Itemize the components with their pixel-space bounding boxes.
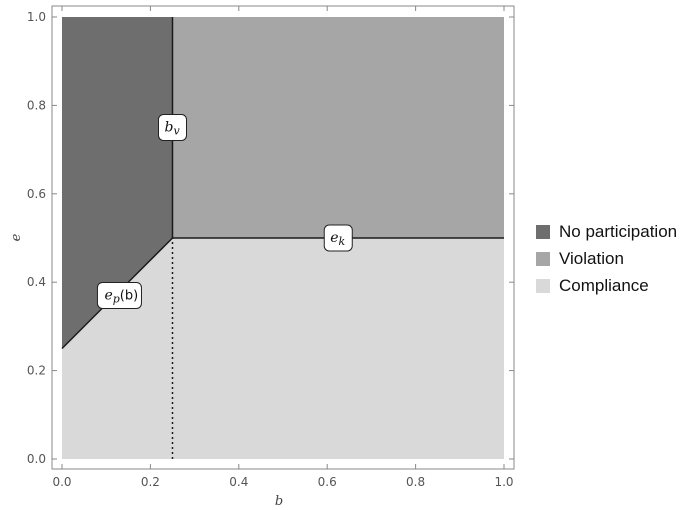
legend-label-compliance: Compliance — [559, 275, 649, 295]
legend-swatch-no-participation — [536, 224, 550, 239]
x-tick-label-5: 1.0 — [494, 475, 513, 489]
x-tick-label-1: 0.2 — [141, 475, 160, 489]
x-tick-label-0: 0.0 — [52, 475, 71, 489]
y-tick-label-0: 0.0 — [27, 452, 46, 466]
legend-item-compliance: Compliance — [536, 272, 677, 299]
legend-swatch-compliance — [536, 278, 550, 293]
y-axis-label: e — [9, 233, 24, 241]
label-text-e-k: ek — [330, 230, 345, 248]
legend-item-no-participation: No participation — [536, 218, 677, 245]
legend-label-violation: Violation — [559, 248, 624, 268]
label-box-e-p-b — [96, 281, 142, 309]
legend: No participation Violation Compliance — [536, 218, 677, 299]
label-box-b-v — [158, 114, 187, 141]
y-tick-label-5: 1.0 — [27, 10, 46, 24]
label-box-e-k — [323, 224, 353, 252]
x-axis-label: b — [275, 494, 283, 509]
x-tick-label-3: 0.6 — [318, 475, 337, 489]
legend-item-violation: Violation — [536, 245, 677, 272]
y-tick-label-3: 0.6 — [27, 187, 46, 201]
legend-label-no-participation: No participation — [559, 221, 678, 241]
label-text-b-v: bv — [165, 120, 181, 138]
label-text-e-p-b: ep(b) — [104, 287, 138, 305]
x-tick-label-2: 0.4 — [229, 475, 248, 489]
y-tick-label-1: 0.2 — [27, 364, 46, 378]
legend-swatch-violation — [536, 251, 550, 266]
region-violation — [172, 17, 504, 238]
x-tick-label-4: 0.8 — [406, 475, 425, 489]
y-tick-label-4: 0.8 — [27, 98, 46, 112]
y-tick-label-2: 0.4 — [27, 275, 46, 289]
